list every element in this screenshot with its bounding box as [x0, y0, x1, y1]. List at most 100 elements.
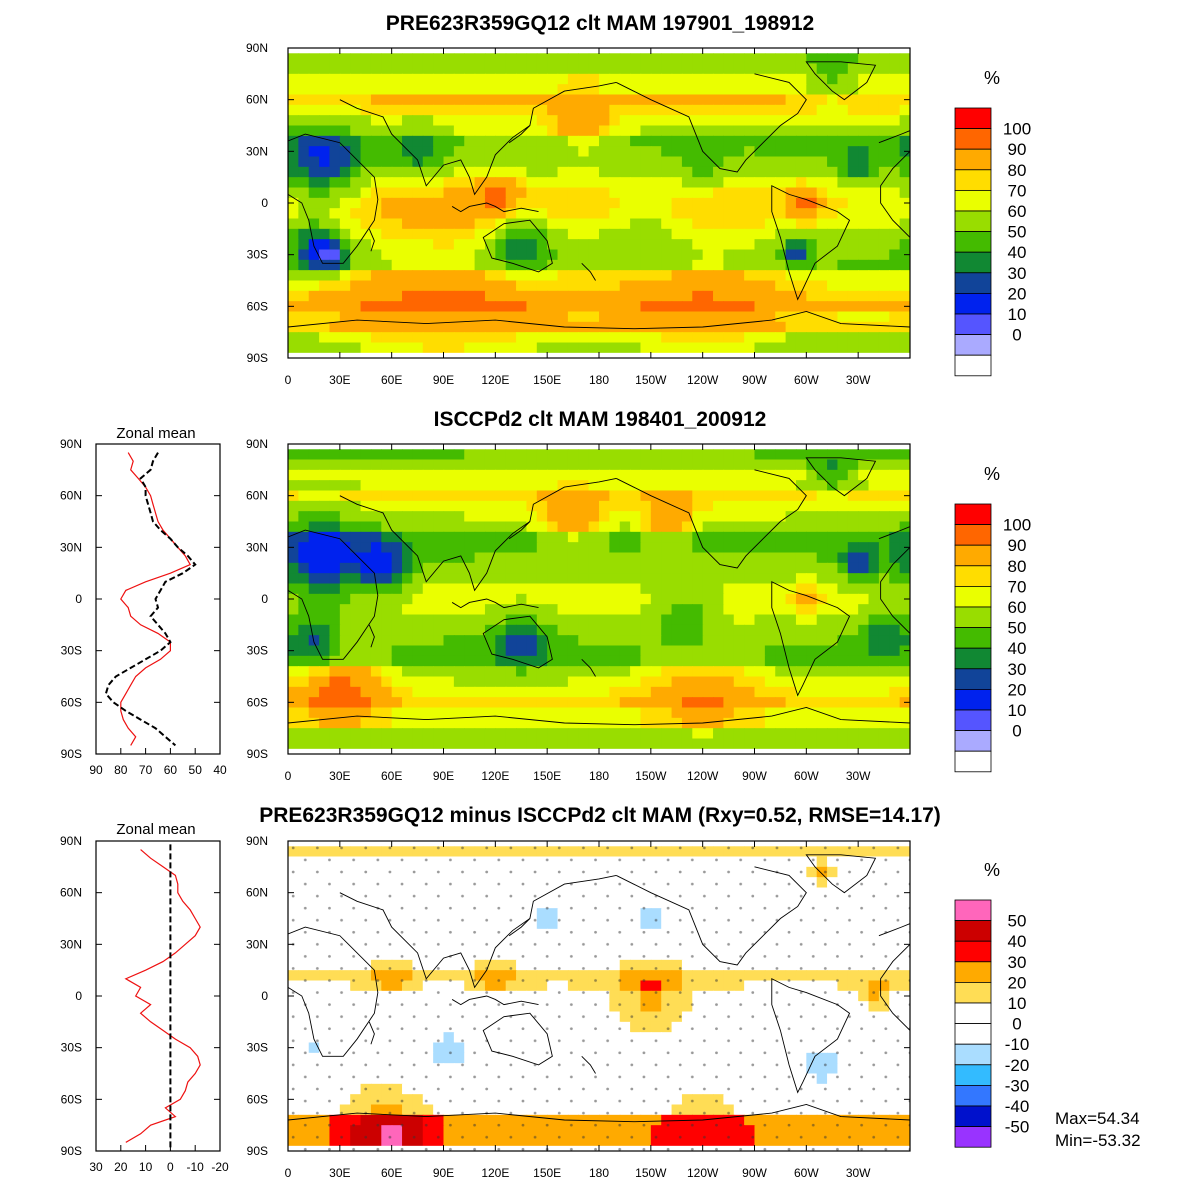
map-cell: [339, 259, 351, 271]
map-cell: [785, 562, 797, 574]
coastline: [452, 203, 538, 212]
map-cell: [319, 197, 331, 209]
map-cell: [858, 197, 870, 209]
map-cell: [723, 624, 735, 636]
map-cell: [536, 208, 548, 220]
map-cell: [681, 249, 693, 261]
coastline: [369, 229, 374, 251]
map-cell: [464, 104, 476, 116]
map-cell: [391, 73, 403, 85]
map-cell: [422, 624, 434, 636]
map-cell: [650, 593, 662, 605]
map-cell: [878, 697, 890, 709]
map-cell: [578, 125, 590, 137]
colorbar-label: 20: [1008, 680, 1027, 699]
map-cell: [775, 511, 787, 523]
map-cell: [433, 604, 445, 616]
map-cell: [702, 125, 714, 137]
map-cell: [329, 239, 341, 251]
map-cell: [816, 146, 828, 158]
map-cell: [339, 197, 351, 209]
map-cell: [754, 84, 766, 96]
map-cell: [681, 593, 693, 605]
map-cell: [536, 197, 548, 209]
map-cell: [557, 115, 569, 127]
map-cell: [557, 469, 569, 481]
map-cell: [837, 63, 849, 75]
map-cell: [578, 280, 590, 292]
map-cell: [422, 707, 434, 719]
map-cell: [692, 259, 704, 271]
map-cell: [557, 301, 569, 313]
map-cell: [298, 511, 310, 523]
map-cell: [474, 311, 486, 323]
map-cell: [319, 635, 331, 647]
map-cell: [650, 666, 662, 678]
map-cell: [464, 707, 476, 719]
colorbar-label: 100: [1003, 516, 1031, 535]
map-cell: [764, 676, 776, 688]
map-cell: [443, 104, 455, 116]
map-cell: [288, 280, 300, 292]
map-cell: [775, 521, 787, 533]
map-cell: [339, 94, 351, 106]
map-cell: [557, 239, 569, 251]
map-cell: [443, 177, 455, 189]
map-cell: [827, 290, 839, 302]
map-cell: [453, 104, 465, 116]
map-cell: [443, 511, 455, 523]
map-cell: [630, 645, 642, 657]
map-cell: [516, 218, 528, 230]
map-cell: [899, 84, 910, 96]
map-cell: [298, 321, 310, 333]
map-cell: [661, 104, 673, 116]
map-cell: [547, 728, 559, 740]
map-cell: [630, 321, 642, 333]
map-cell: [319, 666, 331, 678]
map-cell: [339, 187, 351, 199]
map-cell: [713, 301, 725, 313]
map-cell: [671, 197, 683, 209]
map-cell: [827, 166, 839, 178]
map-cell: [298, 697, 310, 709]
map-cell: [744, 280, 756, 292]
map-cell: [412, 645, 424, 657]
map-cell: [578, 301, 590, 313]
map-cell: [319, 125, 331, 137]
map-cell: [298, 562, 310, 574]
map-cell: [505, 552, 517, 564]
map-cell: [536, 228, 548, 240]
map-cell: [671, 480, 683, 492]
map-cell: [878, 490, 890, 502]
map-cell: [422, 738, 434, 750]
map-cell: [433, 717, 445, 729]
map-cell: [453, 655, 465, 667]
map-cell: [754, 280, 766, 292]
map-cell: [723, 311, 735, 323]
map-cell: [588, 480, 600, 492]
map-cell: [505, 666, 517, 678]
map-cell: [381, 573, 393, 585]
map-cell: [370, 218, 382, 230]
map-cell: [412, 249, 424, 261]
map-cell: [588, 280, 600, 292]
map-cell: [899, 604, 910, 616]
map-cell: [516, 738, 528, 750]
map-cell: [640, 311, 652, 323]
map-cell: [878, 177, 890, 189]
map-cell: [453, 332, 465, 344]
map-cell: [578, 311, 590, 323]
map-cell: [370, 449, 382, 461]
map-cell: [878, 531, 890, 543]
map-cell: [889, 624, 901, 636]
map-cell: [526, 562, 538, 574]
map-cell: [370, 53, 382, 65]
map-cell: [329, 342, 341, 354]
map-cell: [578, 635, 590, 647]
map-cell: [650, 717, 662, 729]
map-cell: [526, 115, 538, 127]
map-cell: [443, 480, 455, 492]
map-cell: [733, 280, 745, 292]
map-cell: [422, 73, 434, 85]
map-cell: [816, 562, 828, 574]
